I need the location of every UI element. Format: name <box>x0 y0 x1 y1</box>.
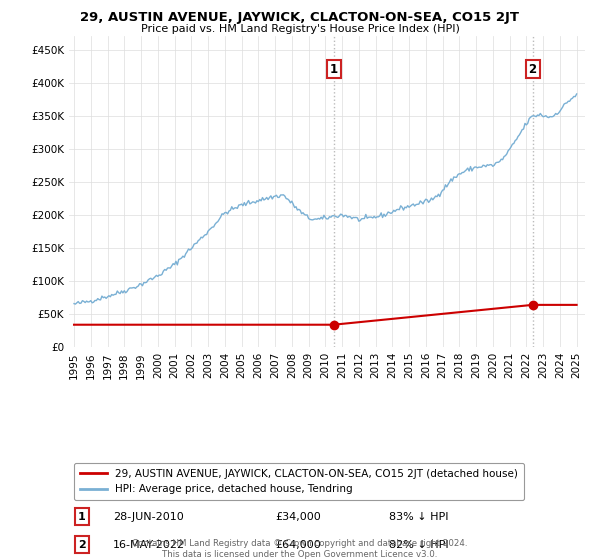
Text: 2: 2 <box>529 63 536 76</box>
Text: 16-MAY-2022: 16-MAY-2022 <box>113 539 185 549</box>
Text: Contains HM Land Registry data © Crown copyright and database right 2024.
This d: Contains HM Land Registry data © Crown c… <box>132 539 468 559</box>
Text: 29, AUSTIN AVENUE, JAYWICK, CLACTON-ON-SEA, CO15 2JT: 29, AUSTIN AVENUE, JAYWICK, CLACTON-ON-S… <box>80 11 520 24</box>
Text: 2: 2 <box>78 539 86 549</box>
Text: 28-JUN-2010: 28-JUN-2010 <box>113 512 184 521</box>
Text: £34,000: £34,000 <box>275 512 321 521</box>
Text: 83% ↓ HPI: 83% ↓ HPI <box>389 512 448 521</box>
Text: 1: 1 <box>78 512 86 521</box>
Legend: 29, AUSTIN AVENUE, JAYWICK, CLACTON-ON-SEA, CO15 2JT (detached house), HPI: Aver: 29, AUSTIN AVENUE, JAYWICK, CLACTON-ON-S… <box>74 463 524 501</box>
Text: 82% ↓ HPI: 82% ↓ HPI <box>389 539 449 549</box>
Text: Price paid vs. HM Land Registry's House Price Index (HPI): Price paid vs. HM Land Registry's House … <box>140 24 460 34</box>
Text: 1: 1 <box>329 63 338 76</box>
Text: £64,000: £64,000 <box>275 539 321 549</box>
